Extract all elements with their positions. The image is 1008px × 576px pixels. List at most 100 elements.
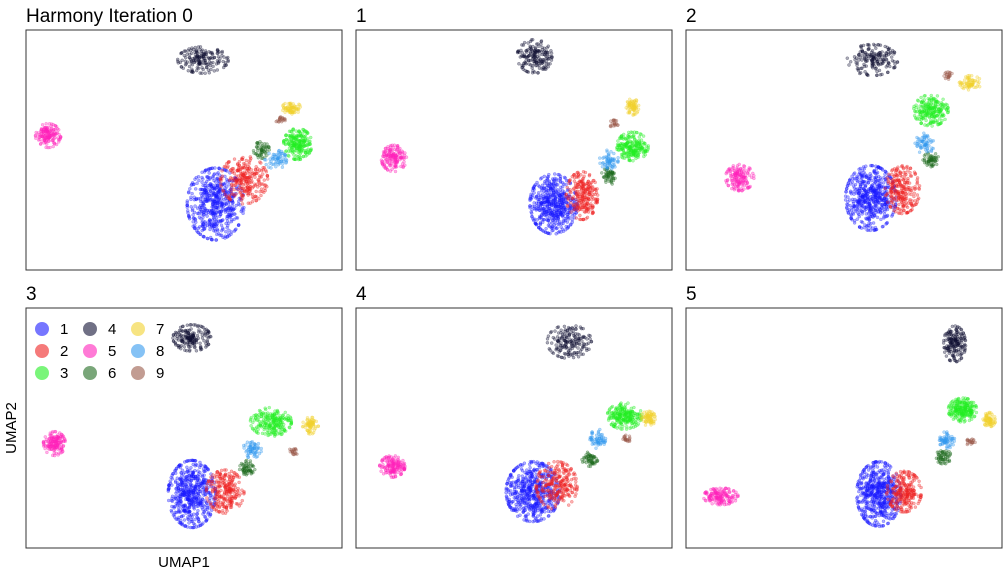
point-cluster-2 bbox=[259, 193, 263, 198]
point-cluster-2 bbox=[910, 186, 915, 190]
point-cluster-2 bbox=[908, 170, 912, 175]
point-cluster-1 bbox=[168, 479, 172, 483]
point-cluster-7 bbox=[285, 105, 290, 110]
point-cluster-1 bbox=[859, 226, 864, 230]
point-cluster-1 bbox=[210, 211, 214, 215]
point-cluster-4 bbox=[887, 46, 892, 51]
point-cluster-5 bbox=[55, 130, 60, 135]
point-cluster-1 bbox=[220, 193, 224, 198]
point-cluster-5 bbox=[400, 152, 404, 156]
point-cluster-1 bbox=[857, 212, 861, 217]
point-cluster-1 bbox=[543, 200, 547, 205]
point-cluster-3 bbox=[627, 148, 631, 153]
point-cluster-2 bbox=[569, 201, 573, 205]
point-cluster-1 bbox=[542, 208, 546, 213]
point-cluster-1 bbox=[237, 223, 241, 227]
point-cluster-8 bbox=[280, 165, 285, 169]
point-cluster-1 bbox=[530, 207, 534, 212]
point-cluster-8 bbox=[608, 161, 612, 165]
point-cluster-3 bbox=[283, 142, 288, 147]
point-cluster-3 bbox=[920, 110, 925, 114]
point-cluster-2 bbox=[576, 182, 580, 187]
point-cluster-1 bbox=[566, 224, 570, 229]
point-cluster-1 bbox=[198, 232, 202, 236]
point-cluster-1 bbox=[534, 195, 538, 199]
point-cluster-1 bbox=[187, 215, 191, 219]
point-cluster-1 bbox=[551, 215, 555, 220]
point-cluster-4 bbox=[895, 60, 900, 64]
point-cluster-5 bbox=[737, 188, 741, 192]
point-cluster-1 bbox=[880, 167, 884, 171]
point-cluster-1 bbox=[216, 171, 220, 175]
point-cluster-3 bbox=[307, 150, 312, 155]
point-cluster-6 bbox=[929, 162, 934, 167]
point-cluster-1 bbox=[194, 480, 199, 484]
point-cluster-2 bbox=[586, 179, 590, 184]
point-cluster-1 bbox=[553, 172, 557, 176]
point-cluster-1 bbox=[221, 205, 225, 209]
point-cluster-2 bbox=[571, 187, 576, 191]
point-cluster-2 bbox=[586, 182, 590, 187]
point-cluster-1 bbox=[203, 514, 207, 519]
point-cluster-2 bbox=[572, 179, 577, 183]
point-cluster-1 bbox=[205, 209, 209, 213]
point-cluster-4 bbox=[863, 56, 867, 60]
point-cluster-8 bbox=[925, 146, 929, 151]
point-cluster-1 bbox=[530, 211, 534, 216]
point-cluster-3 bbox=[309, 135, 313, 140]
point-cluster-4 bbox=[540, 45, 544, 50]
point-cluster-1 bbox=[853, 182, 858, 187]
point-cluster-1 bbox=[559, 185, 563, 190]
point-cluster-1 bbox=[540, 228, 544, 233]
point-cluster-4 bbox=[198, 48, 202, 52]
point-cluster-1 bbox=[532, 184, 536, 189]
point-cluster-1 bbox=[881, 198, 885, 202]
point-cluster-2 bbox=[904, 191, 908, 196]
point-cluster-1 bbox=[860, 210, 865, 214]
point-cluster-2 bbox=[915, 193, 920, 197]
point-cluster-4 bbox=[875, 52, 879, 57]
point-cluster-2 bbox=[593, 200, 598, 205]
point-cluster-1 bbox=[217, 232, 221, 236]
point-cluster-1 bbox=[859, 174, 863, 178]
point-cluster-1 bbox=[860, 196, 864, 200]
point-cluster-3 bbox=[922, 100, 926, 105]
point-cluster-1 bbox=[191, 220, 195, 224]
point-cluster-1 bbox=[856, 179, 860, 184]
point-cluster-3 bbox=[297, 129, 302, 134]
point-cluster-3 bbox=[296, 150, 300, 154]
point-cluster-1 bbox=[231, 207, 236, 212]
point-cluster-5 bbox=[45, 128, 49, 133]
point-cluster-2 bbox=[569, 210, 573, 214]
point-cluster-2 bbox=[266, 177, 270, 181]
point-cluster-2 bbox=[240, 166, 245, 170]
point-cluster-2 bbox=[220, 174, 225, 178]
point-cluster-1 bbox=[559, 225, 563, 229]
point-cluster-4 bbox=[536, 49, 541, 53]
point-cluster-2 bbox=[585, 215, 590, 220]
point-cluster-2 bbox=[575, 206, 580, 211]
point-cluster-1 bbox=[873, 171, 878, 176]
point-cluster-3 bbox=[631, 159, 635, 163]
point-cluster-2 bbox=[567, 178, 572, 183]
point-cluster-1 bbox=[871, 221, 876, 225]
point-cluster-2 bbox=[246, 181, 250, 185]
point-cluster-1 bbox=[185, 200, 189, 205]
point-cluster-2 bbox=[593, 187, 598, 191]
point-cluster-4 bbox=[188, 57, 193, 61]
point-cluster-5 bbox=[742, 170, 747, 174]
point-cluster-1 bbox=[194, 196, 199, 201]
point-cluster-2 bbox=[579, 200, 583, 205]
point-cluster-2 bbox=[570, 196, 574, 201]
point-cluster-1 bbox=[548, 206, 552, 211]
point-cluster-2 bbox=[232, 194, 237, 198]
point-cluster-5 bbox=[44, 133, 48, 137]
point-cluster-5 bbox=[38, 135, 42, 140]
point-cluster-1 bbox=[226, 210, 230, 214]
point-cluster-4 bbox=[203, 71, 207, 75]
point-cluster-2 bbox=[579, 196, 583, 201]
point-cluster-4 bbox=[531, 69, 535, 73]
point-cluster-2 bbox=[262, 178, 266, 182]
point-cluster-5 bbox=[395, 145, 399, 149]
point-cluster-2 bbox=[909, 189, 914, 193]
